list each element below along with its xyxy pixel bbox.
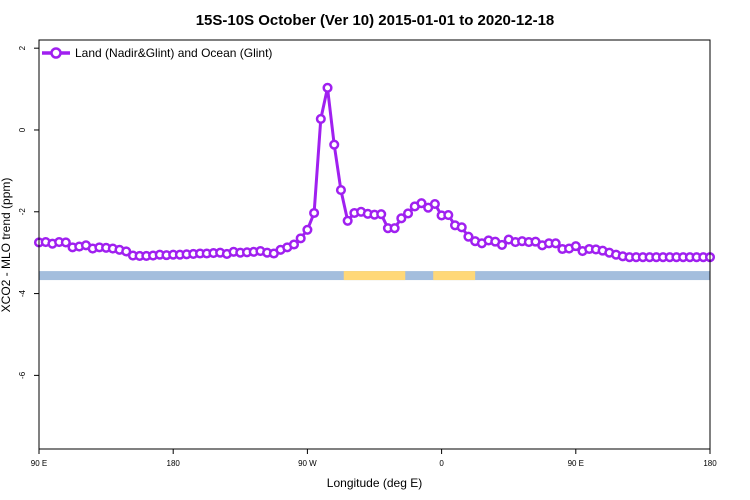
data-point <box>403 208 414 219</box>
x-tick-label: 90 E <box>31 459 47 468</box>
x-axis-label: Longitude (deg E) <box>327 476 422 490</box>
data-point <box>329 139 340 150</box>
x-tick-label: 90 W <box>298 459 317 468</box>
x-tick-label: 180 <box>167 459 181 468</box>
data-point <box>550 238 561 249</box>
y-tick-label: 2 <box>18 45 27 50</box>
x-tick-label: 180 <box>703 459 717 468</box>
x-tick-label: 90 E <box>568 459 584 468</box>
series-land-ocean <box>33 82 716 263</box>
data-point <box>443 210 454 221</box>
data-point <box>429 198 440 210</box>
data-point <box>416 198 427 209</box>
data-point <box>302 224 313 235</box>
data-point <box>496 239 508 250</box>
land-strip-segment <box>343 271 406 281</box>
legend-label: Land (Nadir&Glint) and Ocean (Glint) <box>75 46 272 60</box>
y-tick-label: -2 <box>18 208 27 216</box>
y-tick-label: 0 <box>18 127 27 132</box>
x-axis-ticks: 90 E 180 90 W 0 90 E 180 <box>31 449 717 468</box>
land-strip-segment <box>433 271 476 281</box>
data-point <box>389 223 400 234</box>
series-line <box>38 87 710 259</box>
data-point <box>376 209 387 220</box>
x-tick-label: 0 <box>439 459 444 468</box>
y-axis-ticks: 2 0 -2 -4 -6 <box>18 45 39 379</box>
chart-title: 15S-10S October (Ver 10) 2015-01-01 to 2… <box>196 12 555 29</box>
data-point <box>322 82 333 93</box>
data-point <box>456 222 467 233</box>
data-point <box>335 185 347 196</box>
legend-marker <box>50 47 62 59</box>
data-point <box>570 241 581 252</box>
data-point <box>309 207 320 219</box>
data-point <box>60 237 71 248</box>
y-tick-label: -6 <box>18 371 27 379</box>
data-point <box>342 215 353 226</box>
data-point <box>295 233 306 244</box>
data-point <box>396 213 407 224</box>
y-axis-label: XCO2 - MLO trend (ppm) <box>0 178 13 313</box>
plot-frame <box>38 39 711 450</box>
y-tick-label: -4 <box>18 289 27 297</box>
data-point <box>463 231 474 242</box>
data-point <box>315 113 326 124</box>
data-point <box>288 239 300 250</box>
surface-type-strip <box>39 271 710 281</box>
legend: Land (Nadir&Glint) and Ocean (Glint) <box>42 46 272 60</box>
